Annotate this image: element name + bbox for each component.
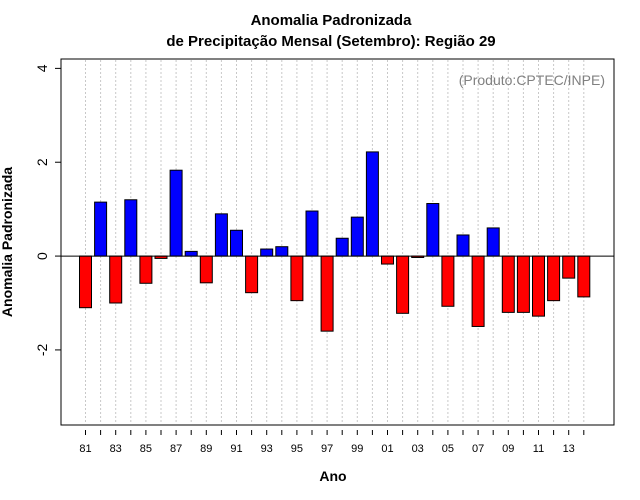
x-tick-label: 95 [291, 443, 303, 455]
bar-14 [577, 255, 591, 298]
bar-09 [501, 255, 515, 313]
chart-title-line1: Anomalia Padronizada [251, 12, 413, 29]
grid [85, 60, 585, 424]
bar-01 [381, 255, 394, 265]
bar-91 [230, 229, 243, 257]
bar-08 [486, 227, 500, 257]
x-tick-label: 89 [200, 443, 212, 455]
x-tick-label: 97 [321, 443, 333, 455]
bar-93 [260, 248, 274, 257]
y-tick-label: 2 [34, 158, 50, 166]
bar-98 [335, 237, 349, 257]
bar-82 [94, 201, 108, 257]
x-tick-label: 91 [230, 443, 242, 455]
bar-87 [169, 169, 183, 257]
bar-92 [245, 255, 259, 294]
x-axis-label: Ano [319, 468, 346, 484]
y-axis-label: Anomalia Padronizada [0, 167, 15, 317]
x-tick-label: 87 [170, 443, 182, 455]
bar-00 [365, 151, 379, 257]
y-tick-label: 4 [34, 64, 50, 72]
x-tick-label: 09 [502, 443, 514, 455]
x-tick-label: 03 [412, 443, 424, 455]
x-tick-label: 13 [563, 443, 575, 455]
bar-12 [547, 255, 561, 302]
bar-99 [350, 216, 364, 257]
x-tick-label: 99 [351, 443, 363, 455]
bar-07 [471, 255, 485, 327]
x-tick-label: 81 [79, 443, 91, 455]
plot-frame [60, 58, 615, 426]
bar-05 [441, 255, 455, 307]
x-tick-label: 85 [140, 443, 152, 455]
bar-13 [562, 255, 576, 279]
x-tick-label: 05 [442, 443, 454, 455]
bar-83 [109, 255, 123, 304]
bar-94 [275, 246, 289, 257]
bar-02 [396, 255, 410, 314]
bar-97 [320, 255, 334, 332]
credit-label: (Produto:CPTEC/INPE) [459, 72, 605, 88]
x-tick-label: 11 [533, 443, 544, 455]
bar-85 [139, 255, 153, 284]
bar-90 [214, 213, 228, 257]
bar-84 [124, 199, 138, 257]
bar-04 [426, 203, 440, 257]
bar-10 [516, 255, 530, 313]
bar-81 [79, 255, 92, 309]
x-axis: 81 83 85 87 89 91 93 95 97 99 01 03 05 07 09 11 13 [79, 430, 585, 455]
bar-89 [199, 255, 213, 284]
bars [79, 151, 591, 332]
bar-95 [290, 255, 304, 302]
bar-88 [184, 250, 198, 257]
chart-title-line2: de Precipitação Mensal (Setembro): Regiã… [166, 33, 495, 50]
x-tick-label: 01 [381, 443, 393, 455]
x-tick-label: 07 [472, 443, 484, 455]
bar-06 [456, 234, 470, 257]
x-tick-label: 83 [110, 443, 122, 455]
y-tick-label: 0 [34, 252, 50, 260]
bar-11 [532, 255, 545, 317]
bar-96 [305, 210, 319, 257]
x-tick-label: 93 [261, 443, 273, 455]
y-tick-label: -2 [34, 343, 50, 356]
y-axis: -2 0 2 4 [34, 64, 61, 356]
